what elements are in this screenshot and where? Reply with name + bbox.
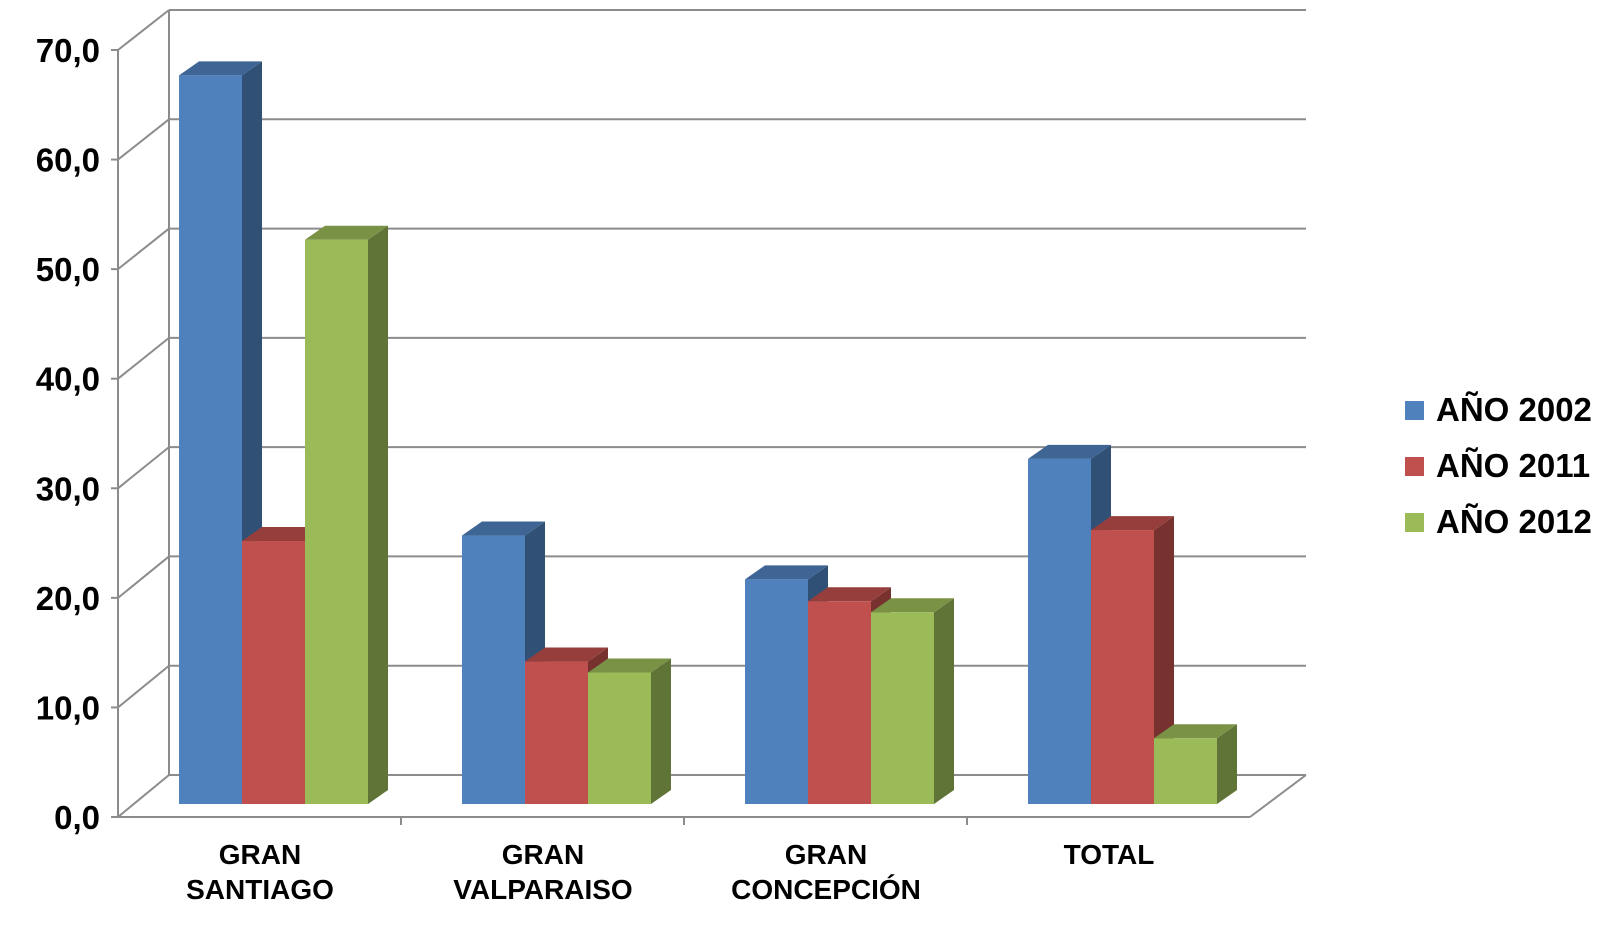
- y-tick-label: 70,0: [36, 32, 100, 69]
- bar-top: [745, 565, 828, 580]
- bar-side: [651, 658, 671, 804]
- gridline-depth: [117, 337, 170, 380]
- x-tick-label: TOTAL: [1064, 839, 1155, 870]
- legend-label-2002: AÑO 2002: [1436, 391, 1592, 428]
- bar-side: [368, 225, 388, 804]
- bar-side: [934, 598, 954, 804]
- y-tick-label: 10,0: [36, 689, 100, 726]
- legend-item-2012: AÑO 2012: [1405, 494, 1592, 550]
- gridline-depth: [117, 9, 170, 51]
- legend-swatch-2012: [1405, 512, 1424, 532]
- bar-front: [305, 239, 368, 804]
- x-tick-label: CONCEPCIÓN: [731, 874, 921, 905]
- bar-front: [745, 579, 808, 804]
- bar-front: [179, 75, 242, 805]
- x-axis: GRAN SANTIAGO GRAN VALPARAISO GRAN CONCEPCIÓN…: [186, 817, 1154, 905]
- y-tick-label: 40,0: [36, 361, 100, 398]
- bar-front: [525, 661, 588, 804]
- bar-front: [242, 541, 305, 804]
- legend-item-2002: AÑO 2002: [1405, 382, 1592, 438]
- bar-front: [1091, 530, 1154, 804]
- x-tick-label: VALPARAISO: [453, 874, 632, 905]
- y-axis: 0,0 10,0 20,0 30,0 40,0 50,0 60,0 70,0: [36, 32, 118, 836]
- bar: [1154, 724, 1237, 804]
- bar-top: [462, 521, 545, 536]
- bar: [588, 658, 671, 804]
- bar-top: [1154, 724, 1237, 739]
- legend-item-2011: AÑO 2011: [1405, 438, 1592, 494]
- y-tick-label: 30,0: [36, 470, 100, 507]
- legend-swatch-2002: [1405, 400, 1424, 420]
- bar-top: [871, 598, 954, 613]
- gridline-depth: [117, 555, 170, 599]
- bar-front: [871, 612, 934, 804]
- x-tick-label: GRAN: [502, 839, 584, 870]
- bar-top: [179, 61, 262, 76]
- bar-top: [1091, 516, 1174, 531]
- bar-top: [588, 658, 671, 673]
- bar-side: [1217, 724, 1237, 804]
- gridline-depth: [117, 664, 170, 709]
- bar-front: [588, 672, 651, 804]
- bar: [1091, 516, 1174, 804]
- gridline-depth: [117, 774, 170, 818]
- bar: [462, 521, 545, 804]
- bars: [179, 61, 1237, 805]
- bar-top: [808, 587, 891, 602]
- legend-swatch-2011: [1405, 456, 1424, 476]
- y-tick-label: 0,0: [54, 799, 100, 836]
- bar-front: [462, 535, 525, 804]
- x-tick-label: GRAN: [219, 839, 301, 870]
- bar-top: [1028, 444, 1111, 459]
- legend-label-2012: AÑO 2012: [1436, 503, 1592, 540]
- x-tick-label: SANTIAGO: [186, 874, 334, 905]
- y-tick-label: 50,0: [36, 251, 100, 288]
- bar-top: [242, 527, 325, 542]
- y-tick-label: 20,0: [36, 580, 100, 617]
- bar-front: [808, 601, 871, 804]
- gridline-depth: [117, 446, 170, 490]
- bar-front: [1154, 738, 1217, 804]
- legend: AÑO 2002 AÑO 2011 AÑO 2012: [1405, 382, 1592, 550]
- bar: [305, 225, 388, 804]
- gridline-depth: [117, 118, 170, 161]
- bar-front: [1028, 458, 1091, 804]
- bar: [871, 598, 954, 804]
- legend-label-2011: AÑO 2011: [1436, 447, 1591, 484]
- floor-right-edge: [1249, 774, 1307, 818]
- y-tick-label: 60,0: [36, 142, 100, 179]
- bar-top: [305, 225, 388, 240]
- gridline-depth: [117, 227, 170, 270]
- bar-top: [525, 647, 608, 662]
- x-tick-label: GRAN: [785, 839, 867, 870]
